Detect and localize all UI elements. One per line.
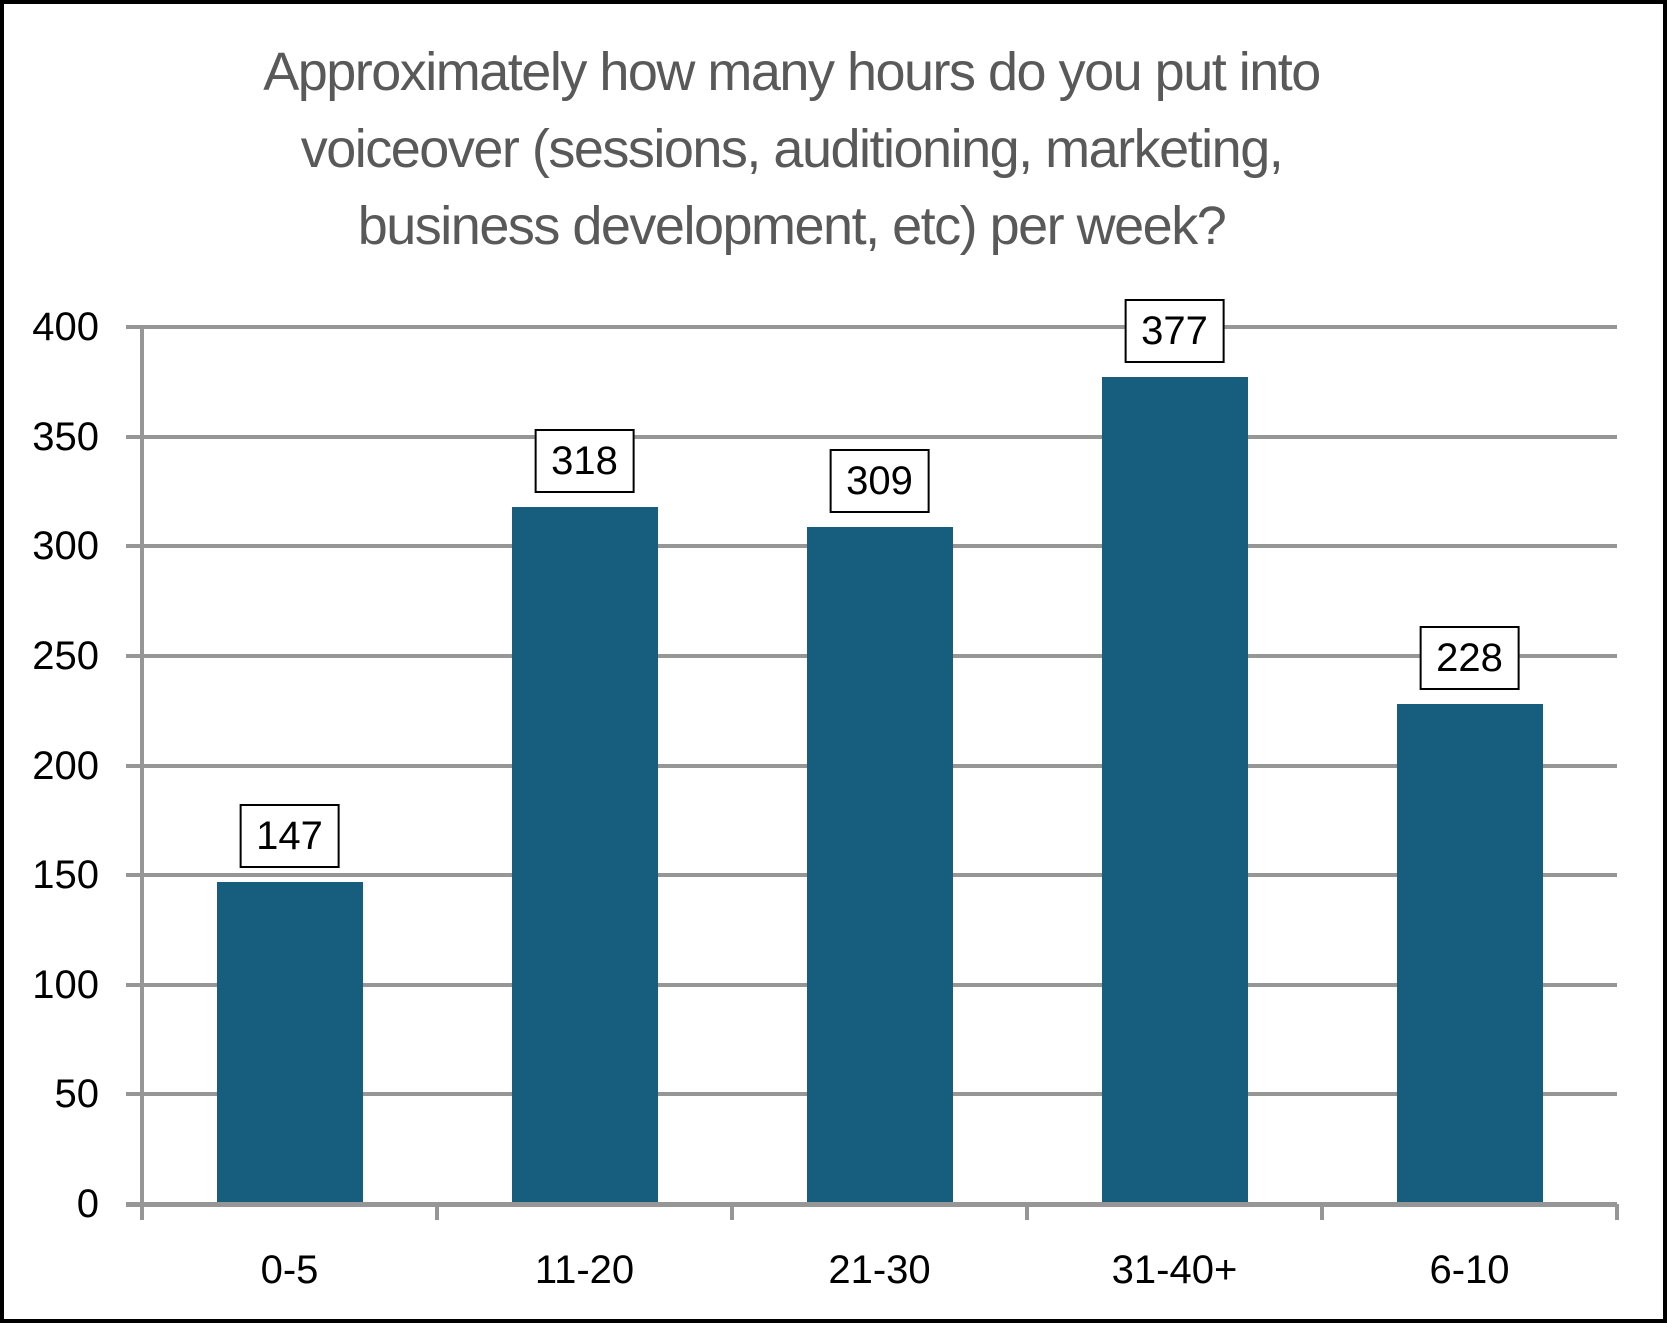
bar-31-40+ <box>1101 377 1248 1204</box>
y-axis-tick-50 <box>126 1092 142 1097</box>
y-axis-tick-200 <box>126 763 142 768</box>
y-axis-tick-label-400: 400 <box>32 305 99 349</box>
bar-6-10 <box>1396 704 1543 1204</box>
y-axis-tick-150 <box>126 873 142 878</box>
y-axis-tick-350 <box>126 434 142 439</box>
data-label-21-30: 309 <box>829 448 930 513</box>
y-axis-tick-label-50: 50 <box>54 1072 100 1117</box>
x-axis-category-label-21-30: 21-30 <box>828 1248 931 1292</box>
y-axis-tick-label-300: 300 <box>32 524 99 569</box>
x-axis-tick-4 <box>1320 1204 1324 1220</box>
x-axis-category-label-0-5: 0-5 <box>260 1248 319 1292</box>
chart-title: Approximately how many hours do you put … <box>263 42 1321 256</box>
y-axis-tick-label-200: 200 <box>32 743 99 788</box>
bar-21-30 <box>806 526 953 1204</box>
gridline-350 <box>142 434 1617 439</box>
y-axis-tick-400 <box>126 325 142 329</box>
gridline-400 <box>142 325 1617 329</box>
data-label-0-5: 147 <box>239 803 340 868</box>
data-label-31-40+: 377 <box>1124 299 1225 364</box>
y-axis-tick-label-0: 0 <box>76 1182 99 1226</box>
bar-0-5 <box>216 881 363 1204</box>
data-label-11-20: 318 <box>534 428 635 493</box>
x-axis-category-label-6-10: 6-10 <box>1429 1248 1510 1292</box>
x-axis-tick-0 <box>140 1204 144 1220</box>
x-axis-tick-1 <box>435 1204 439 1220</box>
y-axis-tick-label-150: 150 <box>32 853 99 898</box>
x-axis-tick-3 <box>1025 1204 1029 1220</box>
x-axis-line <box>126 1201 1617 1207</box>
x-axis-category-label-11-20: 11-20 <box>534 1248 635 1292</box>
data-label-6-10: 228 <box>1419 626 1520 691</box>
y-axis-tick-100 <box>126 982 142 987</box>
bar-11-20 <box>511 506 658 1204</box>
x-axis-category-label-31-40+: 31-40+ <box>1111 1248 1238 1292</box>
y-axis-tick-label-250: 250 <box>32 633 99 678</box>
x-axis-tick-5 <box>1615 1204 1619 1220</box>
y-axis-tick-300 <box>126 544 142 549</box>
y-axis-tick-250 <box>126 653 142 658</box>
y-axis-tick-label-350: 350 <box>32 414 99 459</box>
y-axis-tick-label-100: 100 <box>32 962 99 1007</box>
y-axis-line <box>140 325 144 1220</box>
x-axis-tick-2 <box>730 1204 734 1220</box>
